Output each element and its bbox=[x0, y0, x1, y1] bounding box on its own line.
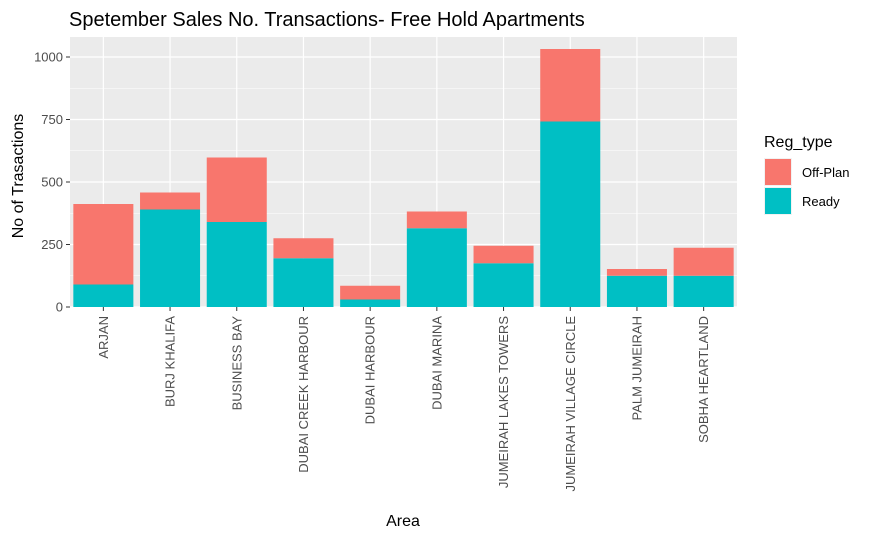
chart-title: Spetember Sales No. Transactions- Free H… bbox=[69, 9, 585, 31]
bar-off-plan-sobha-heartland bbox=[673, 247, 734, 276]
bar-ready-sobha-heartland bbox=[673, 275, 734, 307]
x-tick-label: SOBHA HEARTLAND bbox=[696, 316, 711, 443]
bar-off-plan-arjan bbox=[73, 204, 134, 285]
y-tick-label: 1000 bbox=[34, 50, 63, 65]
x-tick-label: BURJ KHALIFA bbox=[163, 316, 178, 407]
x-tick-label: ARJAN bbox=[96, 316, 111, 359]
y-tick-label: 750 bbox=[41, 112, 63, 127]
bar-ready-jumeirah-village-circle bbox=[540, 121, 601, 307]
legend-label: Ready bbox=[802, 194, 840, 209]
bar-off-plan-dubai-creek-harbour bbox=[273, 238, 334, 259]
bar-off-plan-business-bay bbox=[206, 157, 267, 222]
x-axis: ARJAN BURJ KHALIFA BUSINESS BAY DUBAI CREEK… bbox=[96, 307, 711, 492]
x-tick-label: DUBAI HARBOUR bbox=[363, 316, 378, 424]
legend-swatch bbox=[765, 159, 791, 185]
bar-ready-arjan bbox=[73, 284, 134, 307]
legend-label: Off-Plan bbox=[802, 165, 849, 180]
bar-ready-jumeirah-lakes-towers bbox=[473, 263, 534, 307]
x-tick-label: DUBAI MARINA bbox=[429, 316, 444, 410]
y-tick-label: 500 bbox=[41, 175, 63, 190]
y-axis-title: No of Trasactions bbox=[10, 114, 27, 239]
y-tick-label: 250 bbox=[41, 237, 63, 252]
bar-ready-dubai-marina bbox=[406, 228, 467, 307]
bar-off-plan-dubai-harbour bbox=[340, 285, 401, 300]
legend-title: Reg_type bbox=[764, 134, 833, 151]
x-tick-label: DUBAI CREEK HARBOUR bbox=[296, 316, 311, 473]
bar-ready-burj-khalifa bbox=[140, 209, 201, 307]
bar-ready-dubai-harbour bbox=[340, 299, 401, 307]
x-tick-label: PALM JUMEIRAH bbox=[629, 316, 644, 421]
bar-ready-business-bay bbox=[206, 222, 267, 307]
bar-off-plan-burj-khalifa bbox=[140, 192, 201, 210]
bar-ready-dubai-creek-harbour bbox=[273, 258, 334, 307]
bar-off-plan-jumeirah-village-circle bbox=[540, 49, 601, 122]
x-tick-label: JUMEIRAH LAKES TOWERS bbox=[496, 316, 511, 488]
legend: Reg_type Off-Plan Ready bbox=[764, 134, 849, 215]
bar-off-plan-jumeirah-lakes-towers bbox=[473, 245, 534, 264]
x-axis-title: Area bbox=[386, 513, 420, 530]
bar-ready-palm-jumeirah bbox=[606, 275, 667, 307]
y-axis: 0 250 500 750 1000 bbox=[34, 50, 70, 315]
legend-swatch bbox=[765, 188, 791, 214]
bar-off-plan-dubai-marina bbox=[406, 211, 467, 229]
x-tick-label: BUSINESS BAY bbox=[229, 316, 244, 411]
bar-off-plan-palm-jumeirah bbox=[606, 269, 667, 276]
x-tick-label: JUMEIRAH VILLAGE CIRCLE bbox=[563, 316, 578, 492]
y-tick-label: 0 bbox=[56, 300, 63, 315]
bars bbox=[73, 49, 734, 307]
